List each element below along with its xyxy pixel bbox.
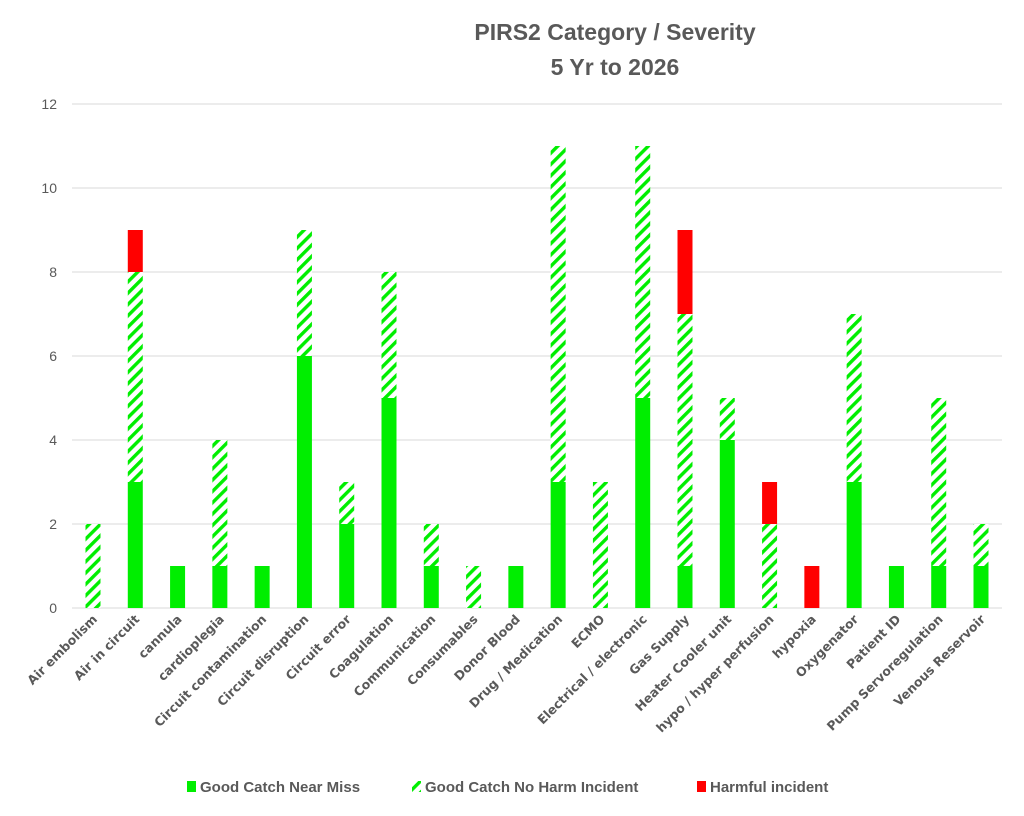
bar-harmful-incident xyxy=(127,230,143,272)
y-tick-label: 0 xyxy=(49,600,57,616)
y-tick-label: 8 xyxy=(49,264,57,280)
bar-good-catch-no-harm-incident xyxy=(635,146,651,398)
bar-harmful-incident xyxy=(804,566,820,608)
bar-stack xyxy=(170,566,186,608)
gridlines xyxy=(72,103,1002,609)
y-tick-label: 12 xyxy=(41,96,57,112)
bar-good-catch-near-miss xyxy=(339,524,355,608)
bar-good-catch-no-harm-incident xyxy=(762,524,778,608)
bar-good-catch-near-miss xyxy=(931,566,947,608)
legend-item: Harmful incident xyxy=(697,779,828,796)
bar-stack xyxy=(85,524,101,608)
legend-item: Good Catch No Harm Incident xyxy=(412,779,638,796)
bar-good-catch-near-miss xyxy=(719,440,735,608)
y-tick-label: 10 xyxy=(41,180,57,196)
bar-good-catch-near-miss xyxy=(423,566,439,608)
bar-good-catch-near-miss xyxy=(254,566,270,608)
bar-stack xyxy=(804,566,820,608)
bar-good-catch-no-harm-incident xyxy=(381,272,397,398)
bar-stack xyxy=(296,230,312,608)
bar-stack xyxy=(931,398,947,608)
y-axis: 0 2 4 6 8 10 12 xyxy=(41,96,57,616)
bar-stack xyxy=(973,524,989,608)
bar-good-catch-near-miss xyxy=(635,398,651,608)
legend-label: Good Catch Near Miss xyxy=(200,779,360,796)
bar-good-catch-near-miss xyxy=(888,566,904,608)
bar-stack xyxy=(592,482,608,608)
legend-swatch xyxy=(412,781,421,792)
bars xyxy=(85,146,989,608)
bar-good-catch-no-harm-incident xyxy=(127,272,143,482)
legend-label: Good Catch No Harm Incident xyxy=(425,779,638,796)
bar-good-catch-near-miss xyxy=(973,566,989,608)
bar-stack xyxy=(846,314,862,608)
bar-good-catch-no-harm-incident xyxy=(677,314,693,566)
bar-harmful-incident xyxy=(762,482,778,524)
bar-stack xyxy=(508,566,524,608)
bar-good-catch-near-miss xyxy=(170,566,186,608)
bar-good-catch-near-miss xyxy=(677,566,693,608)
x-tick-label: Air embolism xyxy=(24,612,100,688)
bar-good-catch-no-harm-incident xyxy=(423,524,439,566)
bar-good-catch-no-harm-incident xyxy=(466,566,482,608)
bar-good-catch-no-harm-incident xyxy=(973,524,989,566)
legend-swatch xyxy=(187,781,196,792)
bar-good-catch-near-miss xyxy=(296,356,312,608)
x-tick-label: ECMO xyxy=(568,612,607,651)
bar-stack xyxy=(254,566,270,608)
chart-subtitle: 5 Yr to 2026 xyxy=(551,54,680,80)
legend-label: Harmful incident xyxy=(710,779,828,796)
bar-good-catch-no-harm-incident xyxy=(296,230,312,356)
bar-stack xyxy=(635,146,651,608)
bar-good-catch-no-harm-incident xyxy=(85,524,101,608)
bar-stack xyxy=(127,230,143,608)
bar-good-catch-near-miss xyxy=(381,398,397,608)
bar-stack xyxy=(466,566,482,608)
bar-good-catch-near-miss xyxy=(127,482,143,608)
bar-good-catch-no-harm-incident xyxy=(550,146,566,482)
legend-swatch xyxy=(697,781,706,792)
bar-stack xyxy=(762,482,778,608)
y-tick-label: 2 xyxy=(49,516,57,532)
bar-stack xyxy=(719,398,735,608)
bar-good-catch-near-miss xyxy=(212,566,228,608)
y-tick-label: 4 xyxy=(49,432,57,448)
bar-good-catch-no-harm-incident xyxy=(212,440,228,566)
y-tick-label: 6 xyxy=(49,348,57,364)
bar-good-catch-no-harm-incident xyxy=(719,398,735,440)
bar-stack xyxy=(381,272,397,608)
bar-good-catch-no-harm-incident xyxy=(931,398,947,566)
bar-good-catch-near-miss xyxy=(550,482,566,608)
bar-harmful-incident xyxy=(677,230,693,314)
bar-stack xyxy=(677,230,693,608)
legend: Good Catch Near Miss Good Catch No Harm I… xyxy=(187,779,828,796)
bar-stack xyxy=(212,440,228,608)
bar-stack xyxy=(550,146,566,608)
bar-good-catch-near-miss xyxy=(508,566,524,608)
bar-good-catch-near-miss xyxy=(846,482,862,608)
bar-good-catch-no-harm-incident xyxy=(592,482,608,608)
bar-good-catch-no-harm-incident xyxy=(339,482,355,524)
bar-stack xyxy=(423,524,439,608)
bar-good-catch-no-harm-incident xyxy=(846,314,862,482)
chart-title: PIRS2 Category / Severity xyxy=(474,19,755,45)
bar-stack xyxy=(339,482,355,608)
bar-stack xyxy=(888,566,904,608)
legend-item: Good Catch Near Miss xyxy=(187,779,360,796)
